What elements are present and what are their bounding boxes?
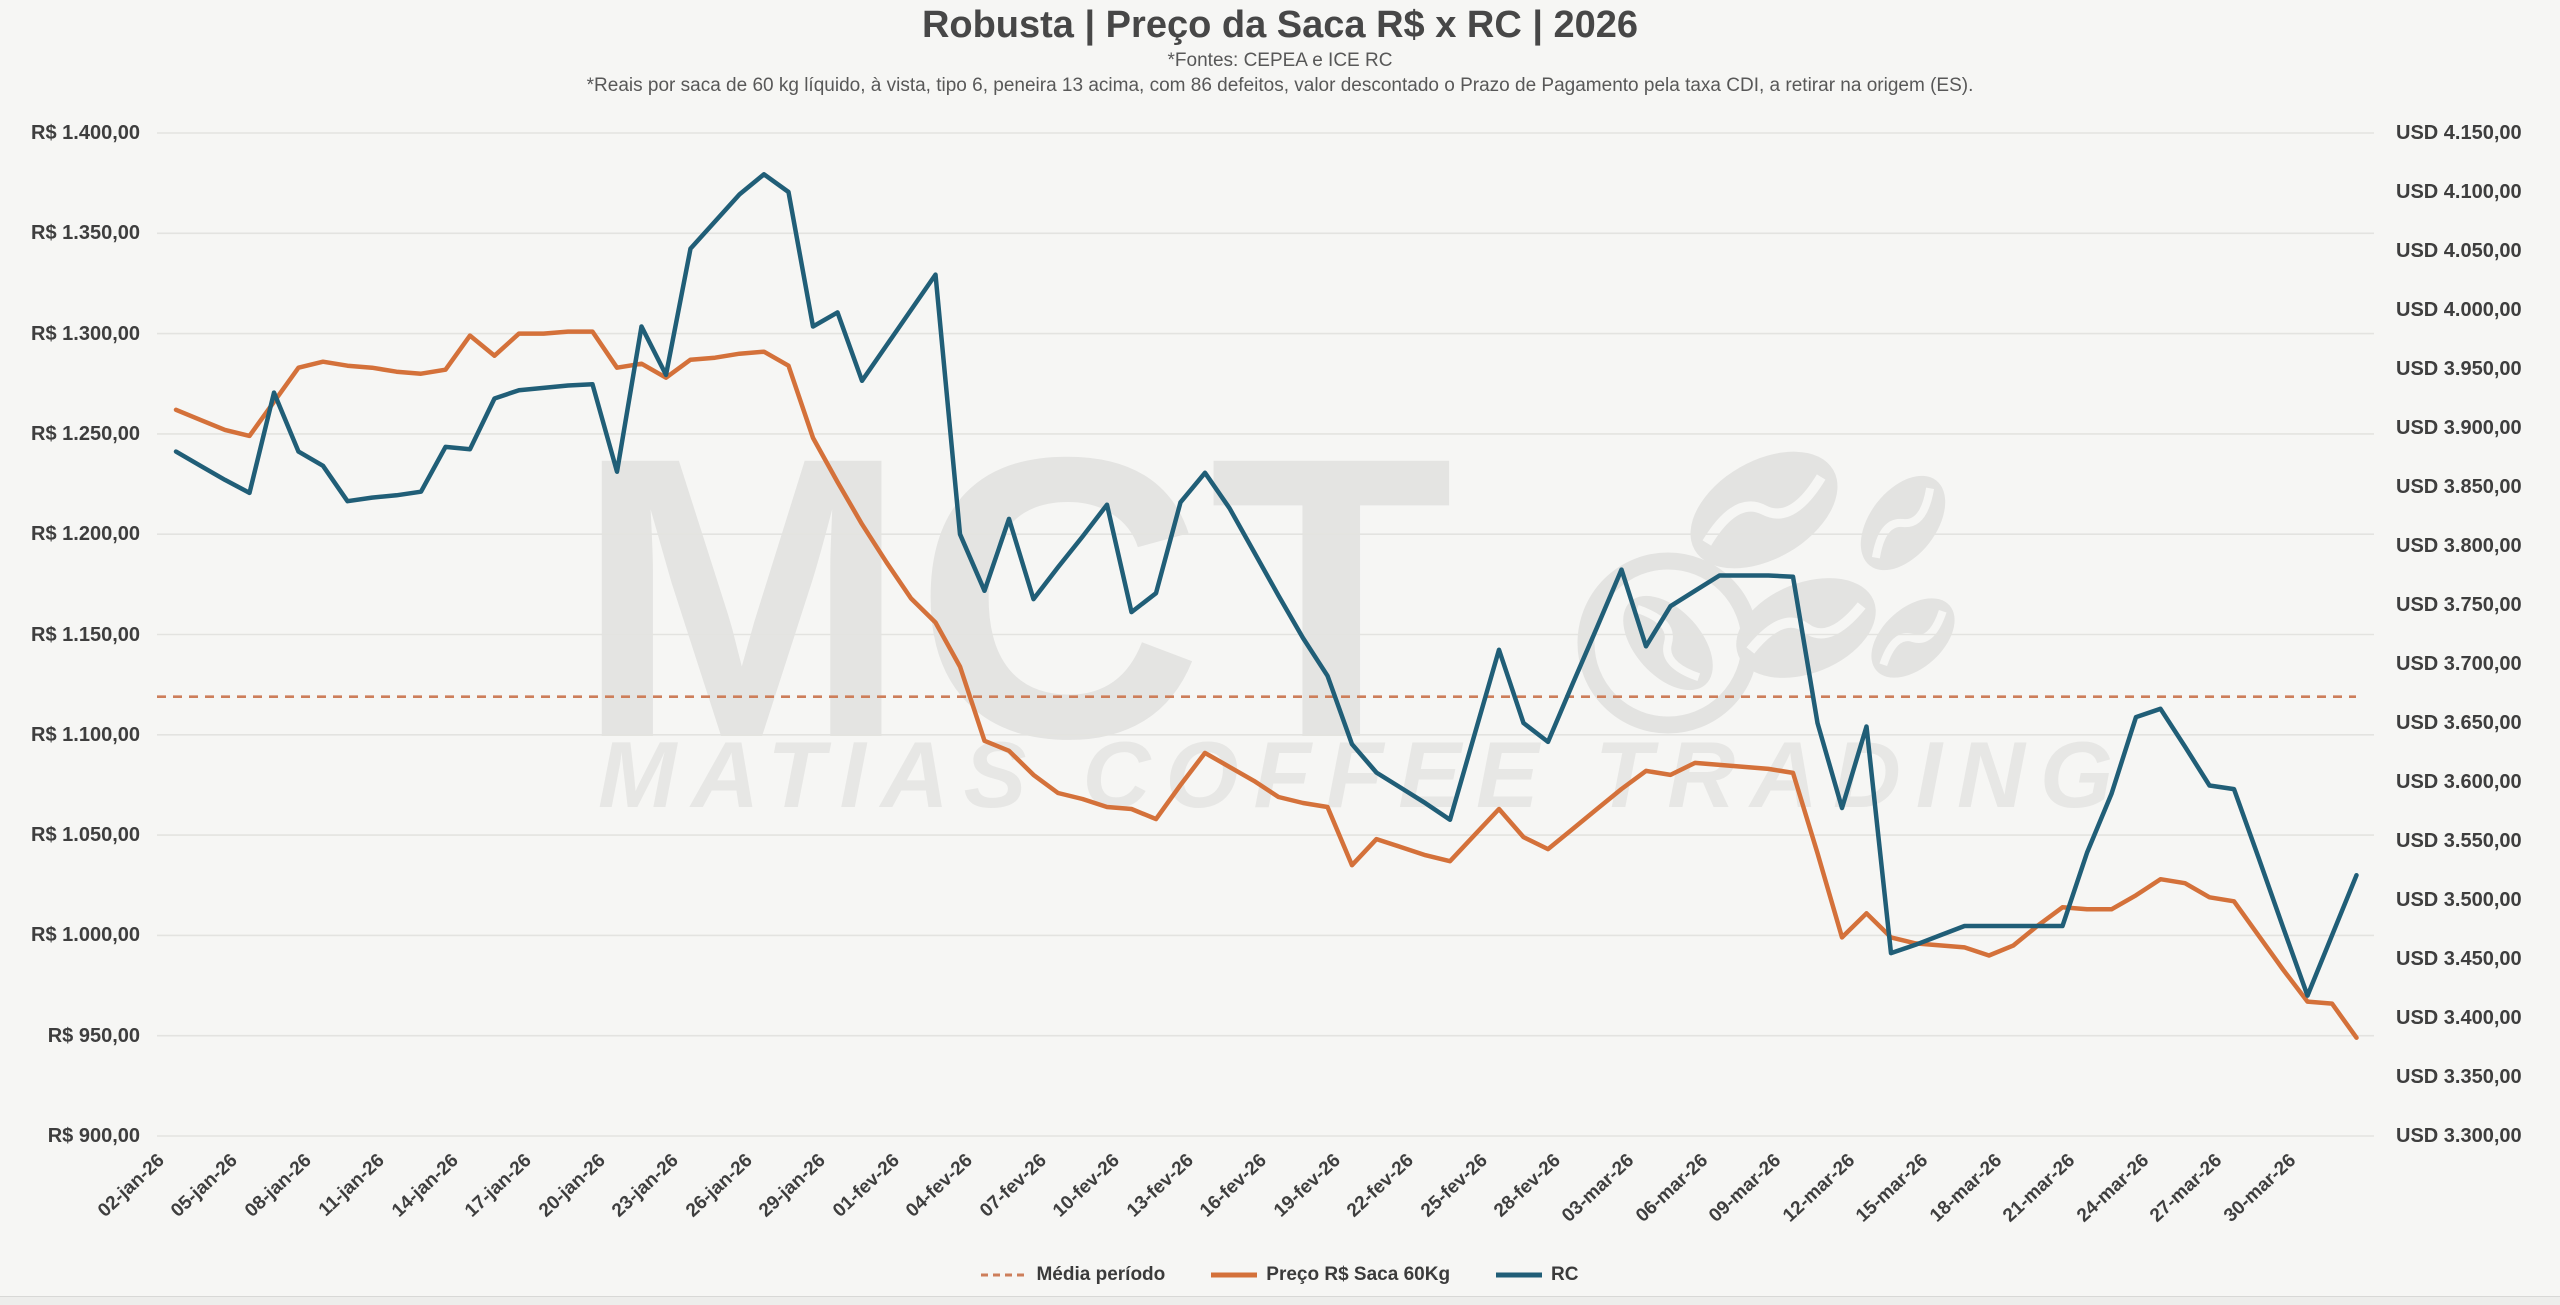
x-axis-date-label: 28-fev-26	[1490, 1150, 1565, 1222]
right-axis-tick: USD 4.000,00	[2396, 299, 2522, 321]
coffee-beans-icon	[1577, 451, 1955, 734]
left-axis-tick: R$ 950,00	[47, 1024, 140, 1047]
bottom-strip	[0, 1296, 2560, 1305]
series-line-rc	[173, 172, 2359, 998]
legend-label: Preço R$ Saca 60Kg	[1266, 1264, 1451, 1285]
right-axis-tick: USD 3.350,00	[2396, 1066, 2522, 1088]
left-axis-tick: R$ 1.150,00	[31, 623, 140, 646]
legend-item-preco-saca: Preço R$ Saca 60Kg	[1211, 1264, 1450, 1286]
legend-item-media-periodo: Média período	[981, 1264, 1165, 1286]
x-axis-date-label: 07-fev-26	[975, 1150, 1051, 1222]
x-axis-date-label: 12-mar-26	[1778, 1150, 1859, 1227]
right-axis-tick: USD 3.800,00	[2396, 535, 2522, 557]
left-axis-tick: R$ 900,00	[47, 1125, 140, 1147]
x-axis-date-label: 13-fev-26	[1122, 1150, 1198, 1222]
x-axis-date-label: 20-jan-26	[534, 1150, 610, 1222]
right-axis-tick: USD 3.500,00	[2396, 889, 2522, 911]
x-axis-date-label: 19-fev-26	[1269, 1150, 1345, 1222]
x-axis-date-label: 03-mar-26	[1558, 1150, 1639, 1227]
right-axis-tick: USD 4.150,00	[2396, 122, 2522, 144]
watermark-acronym: MCT	[575, 374, 1460, 821]
right-axis-tick: USD 4.050,00	[2396, 240, 2522, 262]
x-axis-date-label: 16-fev-26	[1196, 1150, 1271, 1222]
right-axis-tick: USD 3.450,00	[2396, 948, 2522, 970]
left-axis-tick: R$ 1.350,00	[31, 222, 140, 245]
x-axis-date-label: 05-jan-26	[167, 1150, 242, 1222]
right-axis-tick: USD 3.600,00	[2396, 771, 2522, 793]
chart-title: Robusta | Preço da Saca R$ x RC | 2026	[921, 4, 1639, 46]
solid-line-swatch-icon	[1211, 1272, 1258, 1278]
x-axis-date-label: 26-jan-26	[681, 1150, 757, 1222]
x-axis-date-label: 24-mar-26	[2072, 1150, 2153, 1227]
x-axis-date-label: 27-mar-26	[2146, 1150, 2227, 1227]
x-axis-date-label: 22-fev-26	[1343, 1150, 1418, 1222]
x-axis-date-label: 02-jan-26	[93, 1150, 169, 1222]
solid-line-swatch-icon	[1496, 1272, 1543, 1278]
chart-subtitle-spec: *Reais por saca de 60 kg líquido, à vist…	[586, 75, 1974, 96]
right-axis-tick: USD 3.950,00	[2396, 358, 2522, 380]
right-axis-tick: USD 3.900,00	[2396, 417, 2522, 439]
left-axis-tick: R$ 1.050,00	[31, 824, 140, 847]
x-axis-date-label: 11-jan-26	[315, 1150, 389, 1221]
dashed-line-swatch-icon	[981, 1273, 1028, 1277]
right-axis-tick: USD 3.650,00	[2396, 712, 2522, 734]
x-axis-date-label: 30-mar-26	[2219, 1150, 2300, 1227]
x-axis-date-label: 09-mar-26	[1705, 1150, 1786, 1227]
chart-legend: Média período Preço R$ Saca 60Kg RC	[0, 1258, 2560, 1292]
right-axis-tick: USD 3.700,00	[2396, 653, 2522, 675]
legend-label: Média período	[1036, 1264, 1166, 1285]
x-axis-date-label: 18-mar-26	[1925, 1150, 2006, 1227]
x-axis-date-label: 08-jan-26	[240, 1150, 316, 1222]
x-axis-date-label: 15-mar-26	[1852, 1150, 1933, 1227]
series-line-preco-saca	[173, 329, 2359, 1040]
left-axis-tick: R$ 1.100,00	[31, 723, 140, 746]
left-axis-tick: R$ 1.250,00	[31, 422, 140, 445]
right-axis-tick: USD 3.850,00	[2396, 476, 2522, 498]
left-axis-tick: R$ 1.400,00	[31, 122, 140, 144]
left-axis-tick: R$ 1.200,00	[31, 523, 140, 546]
right-axis-tick: USD 3.750,00	[2396, 594, 2522, 616]
right-axis-tick: USD 3.400,00	[2396, 1007, 2522, 1029]
x-axis-date-label: 17-jan-26	[461, 1150, 536, 1222]
chart-subtitle-sources: *Fontes: CEPEA e ICE RC	[1167, 50, 1393, 71]
x-axis-date-label: 25-fev-26	[1416, 1150, 1492, 1222]
right-axis-tick: USD 3.300,00	[2396, 1125, 2522, 1147]
x-axis-date-label: 14-jan-26	[387, 1150, 463, 1222]
x-axis-date-label: 29-jan-26	[755, 1150, 830, 1222]
x-axis-date-label: 23-jan-26	[608, 1150, 683, 1222]
x-axis-date-label: 06-mar-26	[1631, 1150, 1712, 1227]
x-axis-date-label: 10-fev-26	[1049, 1150, 1124, 1222]
x-axis-date-label: 21-mar-26	[1999, 1150, 2080, 1227]
legend-label: RC	[1551, 1264, 1579, 1285]
right-axis-tick: USD 3.550,00	[2396, 830, 2522, 852]
legend-item-rc: RC	[1496, 1264, 1579, 1286]
left-axis-tick: R$ 1.300,00	[31, 322, 140, 345]
left-axis-tick: R$ 1.000,00	[31, 924, 140, 947]
x-axis-date-label: 01-fev-26	[828, 1150, 904, 1222]
right-axis-tick: USD 4.100,00	[2396, 181, 2522, 203]
x-axis-date-label: 04-fev-26	[902, 1150, 977, 1222]
